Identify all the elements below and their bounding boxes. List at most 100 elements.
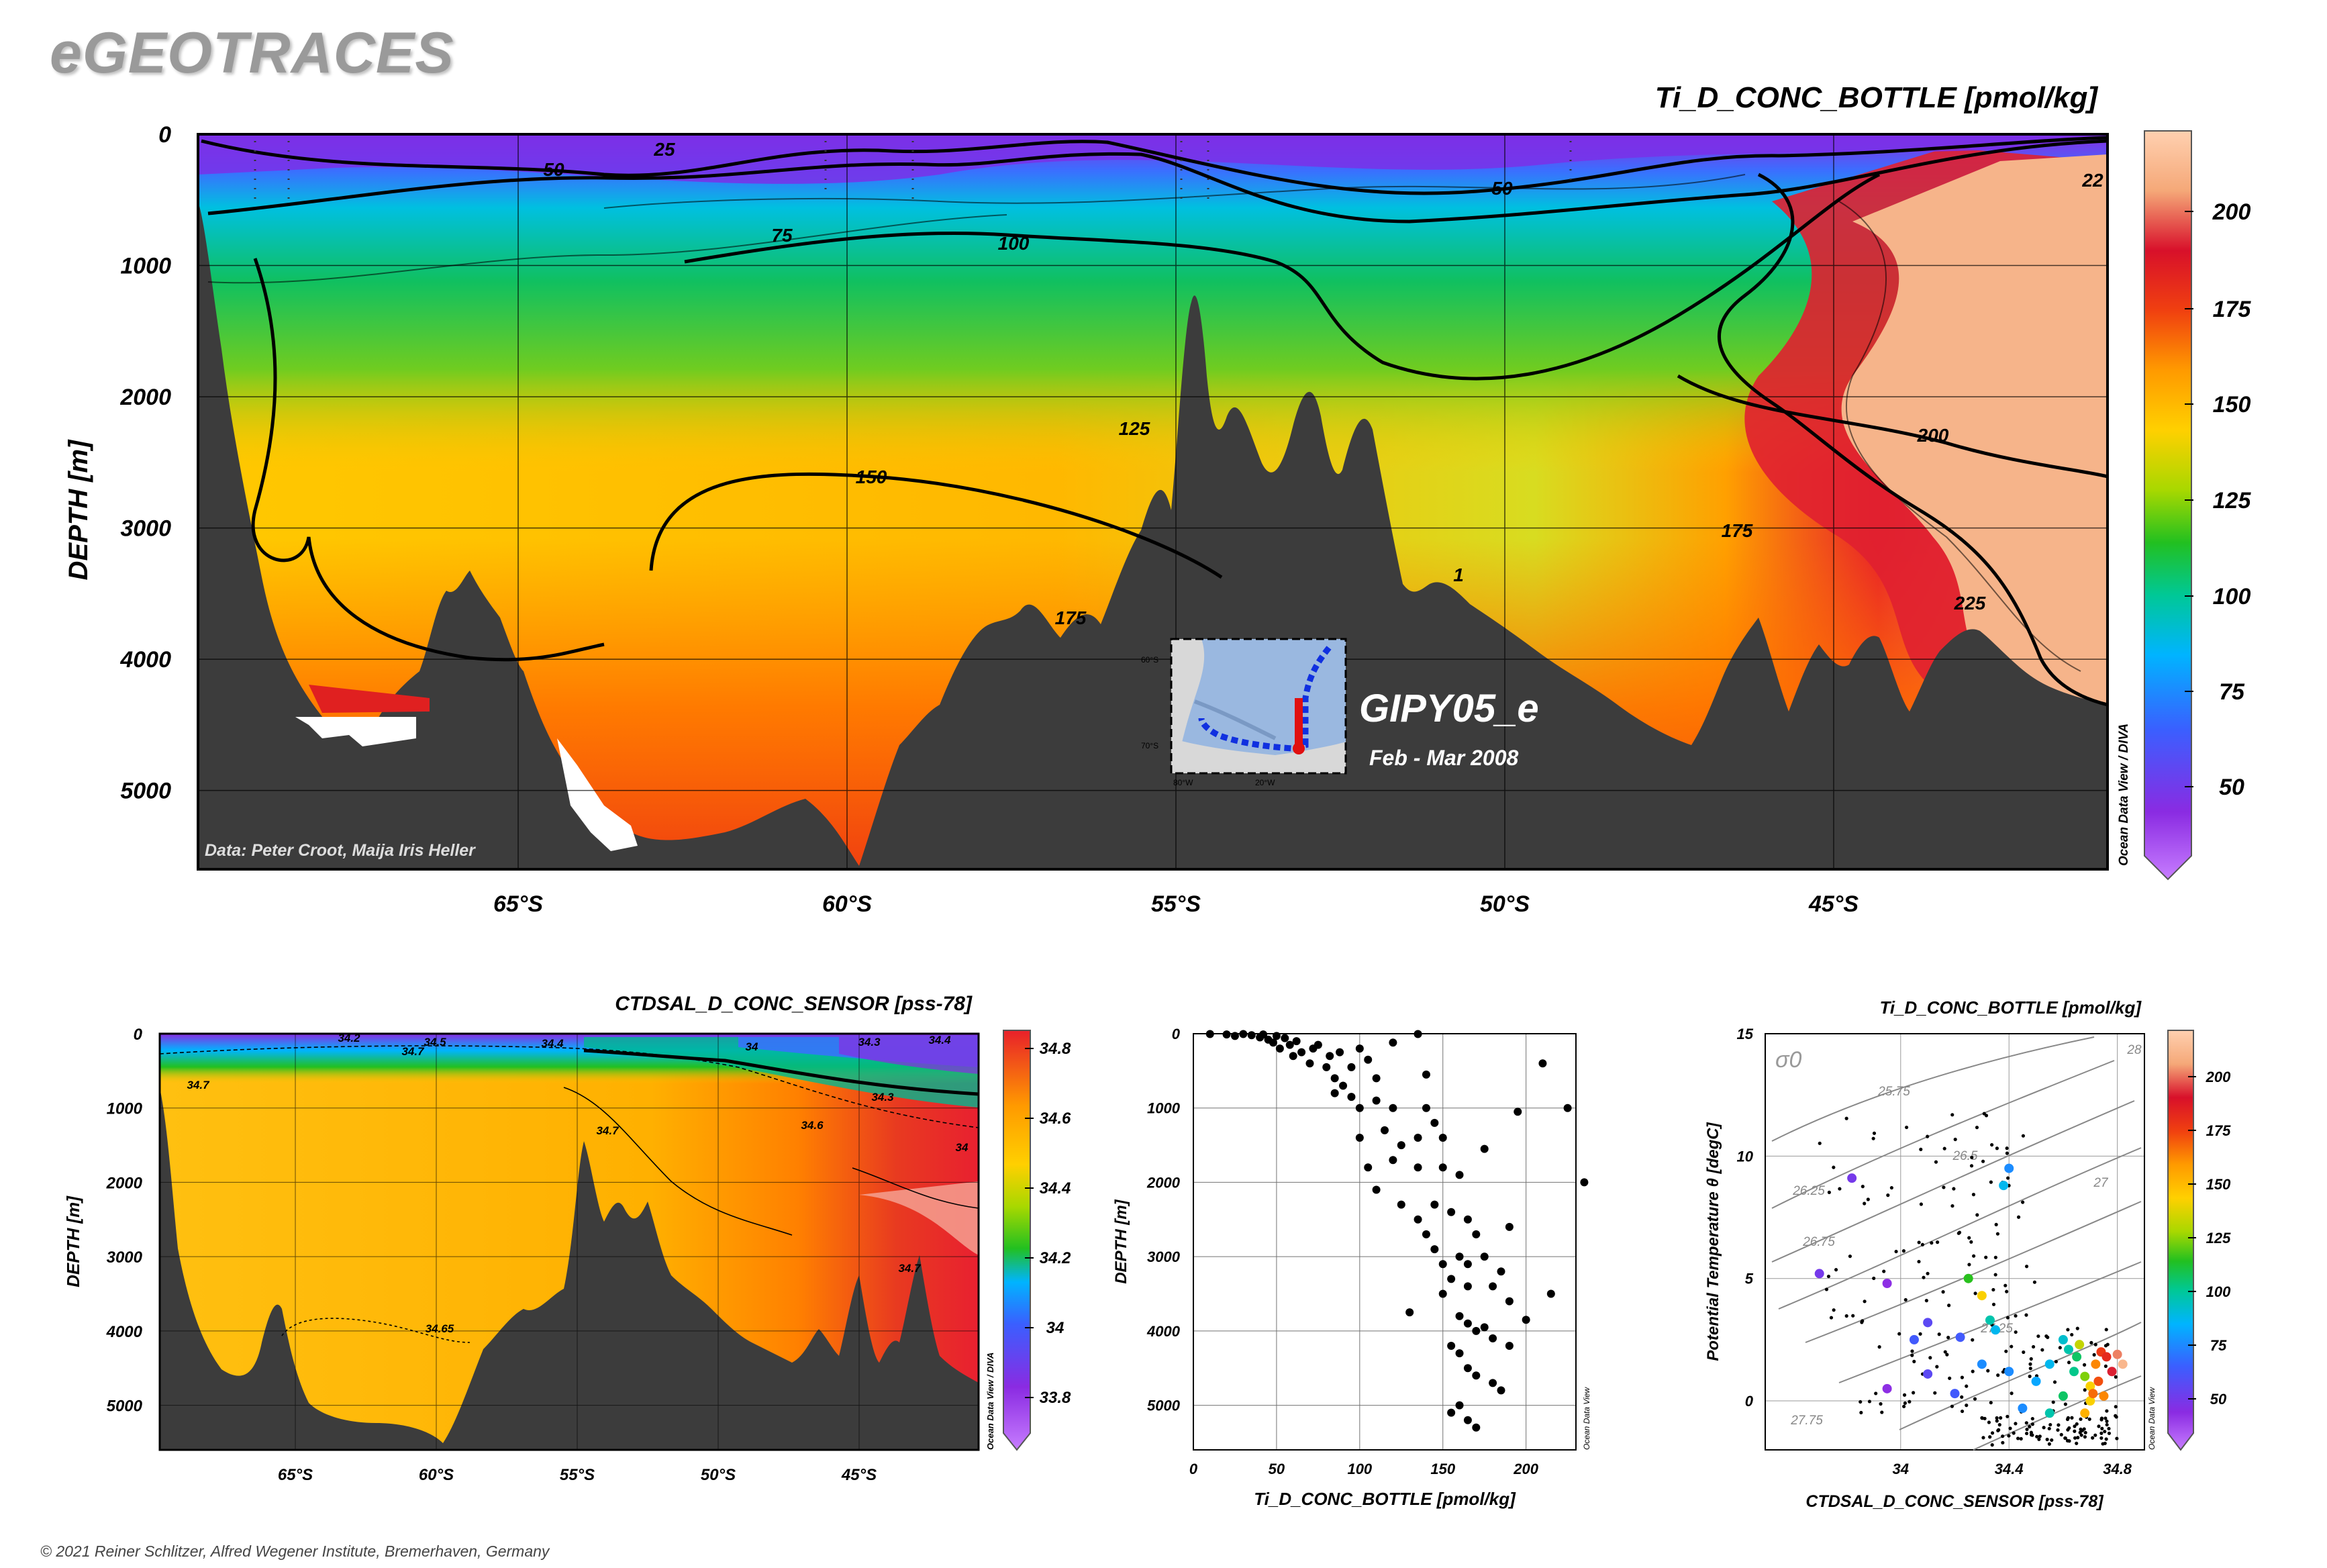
- ts-background-dot: [1918, 1332, 1922, 1336]
- profile-point: [1455, 1312, 1464, 1320]
- ts-background-dot: [1972, 1254, 1976, 1258]
- ts-background-dot: [2030, 1422, 2034, 1426]
- ts-background-dot: [1866, 1197, 1870, 1202]
- ts-background-dot: [1832, 1308, 1836, 1312]
- salinity-x-tick-label: 50°S: [701, 1466, 736, 1484]
- ts-colored-point: [2069, 1367, 2079, 1377]
- ts-background-dot: [2100, 1426, 2104, 1430]
- main-contour-label: 25: [653, 139, 675, 160]
- profile-y-tick-label: 3000: [1147, 1248, 1181, 1265]
- map-frame: [1170, 638, 1347, 775]
- ts-ylabel: Potential Temperature θ [degC]: [1704, 1122, 1722, 1361]
- ts-background-dot: [1948, 1376, 1952, 1380]
- ts-background-dot: [1942, 1146, 1946, 1150]
- profile-point: [1239, 1030, 1248, 1038]
- salinity-y-tick-label: 5000: [107, 1398, 143, 1416]
- ts-background-dot: [2010, 1344, 2014, 1349]
- profile-point: [1505, 1297, 1514, 1306]
- profile-point: [1480, 1253, 1489, 1261]
- ts-background-dot: [2046, 1335, 2050, 1339]
- ts-background-dot: [1969, 1164, 1974, 1168]
- ts-background-dot: [1832, 1165, 1836, 1169]
- ts-background-dot: [1901, 1249, 1905, 1253]
- salinity-y-ticks: 0 1000 2000 3000 4000 5000: [106, 1026, 143, 1416]
- ts-background-dot: [1844, 1116, 1848, 1120]
- ts-background-dot: [1905, 1125, 1909, 1130]
- profile-point: [1297, 1048, 1306, 1057]
- ts-background-dot: [1874, 1391, 1878, 1395]
- ts-background-dot: [1995, 1416, 1999, 1420]
- ts-colored-point: [2064, 1344, 2073, 1355]
- profile-y-tick-label: 2000: [1146, 1174, 1181, 1191]
- ts-background-dot: [2025, 1427, 2029, 1432]
- ts-isopycnal-label: 27: [2093, 1176, 2109, 1190]
- ts-background-dot: [2057, 1423, 2061, 1427]
- profile-point: [1381, 1126, 1389, 1134]
- ts-background-dot: [1912, 1359, 1916, 1363]
- ts-background-dot: [1934, 1160, 1938, 1164]
- ts-background-dot: [2054, 1359, 2058, 1364]
- cruise-period: Feb - Mar 2008: [1369, 746, 1519, 770]
- ts-background-dot: [2007, 1434, 2011, 1438]
- ts-background-dot: [2028, 1362, 2032, 1366]
- ts-background-dot: [2022, 1350, 2026, 1355]
- salinity-contour-label: 34.6: [801, 1119, 824, 1132]
- ts-colored-point: [2112, 1349, 2122, 1359]
- profile-point: [1463, 1215, 1472, 1224]
- main-title: Ti_D_CONC_BOTTLE [pmol/kg]: [1655, 81, 2099, 114]
- main-contour-label: 22: [2081, 170, 2103, 191]
- ts-colored-point: [2018, 1404, 2028, 1413]
- profile-point: [1455, 1171, 1464, 1179]
- ts-colored-point: [2107, 1367, 2117, 1377]
- profile-point: [1505, 1342, 1514, 1350]
- profile-point: [1322, 1063, 1331, 1071]
- profile-point: [1489, 1282, 1497, 1291]
- ts-background-dot: [2067, 1361, 2071, 1365]
- ts-colored-point: [1923, 1318, 1933, 1328]
- ts-background-dot: [1867, 1400, 1872, 1404]
- ts-background-dot: [1824, 1287, 1829, 1291]
- profile-point: [1430, 1118, 1439, 1127]
- profile-point: [1489, 1379, 1497, 1387]
- salinity-contour-label: 34: [746, 1040, 758, 1053]
- ts-background-dot: [2047, 1442, 2051, 1446]
- salinity-colorbar-ticks: 34.8 34.6 34.4 34.2 34 33.8: [1025, 1040, 1071, 1407]
- ts-background-dot: [1957, 1231, 1961, 1235]
- ts-background-dot: [1990, 1431, 1995, 1435]
- salinity-contour-label: 34.65: [426, 1322, 454, 1335]
- ts-background-dot: [1989, 1180, 1993, 1184]
- ts-background-dot: [1917, 1259, 1921, 1264]
- salinity-colorbar-tick-label: 34.2: [1040, 1249, 1071, 1267]
- ts-colored-point: [2085, 1396, 2095, 1406]
- ts-background-dot: [1859, 1400, 1863, 1404]
- ts-background-dot: [2028, 1424, 2032, 1429]
- profile-x-tick-label: 200: [1513, 1461, 1538, 1477]
- profile-point: [1314, 1040, 1322, 1049]
- ts-background-dot: [2075, 1441, 2079, 1445]
- ts-background-dot: [1999, 1416, 2003, 1420]
- profile-point: [1355, 1104, 1364, 1112]
- ts-background-dot: [1987, 1420, 1991, 1424]
- ts-background-dot: [1928, 1356, 1932, 1360]
- ts-background-dot: [2079, 1433, 2083, 1437]
- ts-background-dot: [2001, 1434, 2005, 1438]
- salinity-y-tick-label: 3000: [107, 1248, 143, 1267]
- profile-point: [1505, 1222, 1514, 1231]
- profile-y-tick-label: 1000: [1147, 1100, 1181, 1117]
- profile-point: [1447, 1342, 1456, 1350]
- profile-point: [1414, 1030, 1422, 1038]
- ts-y-tick-label: 0: [1745, 1393, 1754, 1410]
- main-bathymetry: [198, 201, 2108, 869]
- profile-point: [1463, 1260, 1472, 1269]
- ts-background-dot: [1993, 1255, 1997, 1259]
- ts-background-dot: [1990, 1443, 1994, 1447]
- main-contour-label: 75: [771, 225, 793, 246]
- no-data-gap-2: [557, 738, 638, 851]
- salinity-contour-label: 34.5: [424, 1036, 446, 1048]
- ts-background-dot: [2067, 1439, 2071, 1443]
- ts-background-dot: [2107, 1426, 2111, 1430]
- profile-point: [1546, 1289, 1555, 1298]
- salinity-contour-label: 34.2: [338, 1032, 360, 1044]
- ts-background-dot: [2104, 1437, 2108, 1441]
- ts-background-dot: [1984, 1255, 1988, 1259]
